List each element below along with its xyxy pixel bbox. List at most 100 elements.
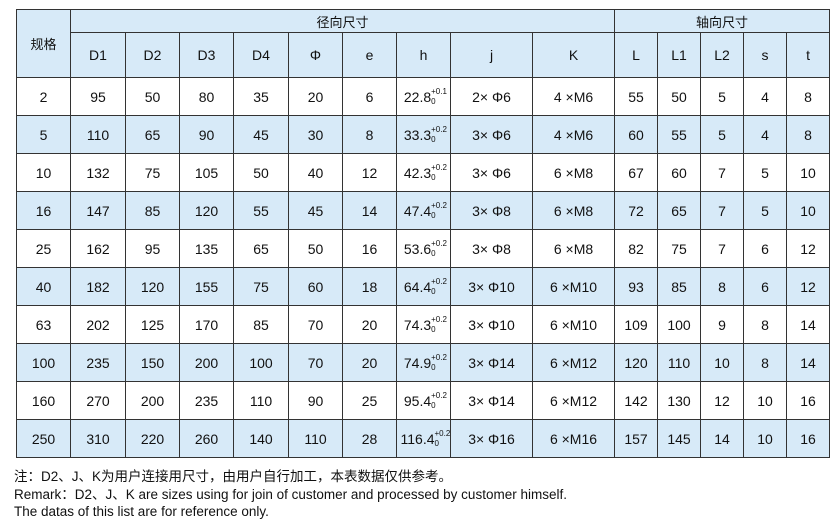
cell: 120	[125, 267, 180, 306]
cell-h: 22.8 +0.1 0	[396, 77, 451, 116]
cell: 12	[785, 229, 831, 268]
h-lower-tolerance: 0	[431, 400, 436, 410]
cell: 10	[785, 191, 831, 230]
cell: 157	[614, 419, 658, 458]
cell-h: 74.3 +0.2 0	[396, 305, 451, 344]
cell: 60	[657, 153, 701, 192]
cell: 100	[657, 305, 701, 344]
h-upper-tolerance: +0.1	[431, 86, 447, 96]
cell: 25	[16, 229, 71, 268]
cell: 5	[16, 115, 71, 154]
cell: 90	[179, 115, 234, 154]
cell: 60	[614, 115, 658, 154]
cell: 3× Φ16	[450, 419, 533, 458]
cell: 3× Φ14	[450, 381, 533, 420]
cell: 162	[70, 229, 126, 268]
cell: 142	[614, 381, 658, 420]
h-lower-tolerance: 0	[431, 248, 436, 258]
cell: 3× Φ10	[450, 267, 533, 306]
cell: 10	[743, 419, 787, 458]
note-reference: The datas of this list are for reference…	[14, 504, 269, 519]
cell: 3× Φ14	[450, 343, 533, 382]
cell: 55	[614, 77, 658, 116]
column-header: K	[532, 32, 615, 78]
cell: 135	[179, 229, 234, 268]
table-row: 16 147 85 120 55 45 14 47.4 +0.2 0 3× Φ8 6 ×M8 72 65 7…	[16, 191, 831, 230]
cell: 12	[700, 381, 744, 420]
column-header: e	[342, 32, 397, 78]
cell: 6 ×M12	[532, 381, 615, 420]
cell: 110	[288, 419, 343, 458]
cell: 130	[657, 381, 701, 420]
cell: 2× Φ6	[450, 77, 533, 116]
cell-h: 116.4 +0.2 0	[396, 419, 451, 458]
cell: 12	[785, 267, 831, 306]
column-header: s	[743, 32, 787, 78]
h-upper-tolerance: +0.2	[431, 390, 447, 400]
table-row: 100 235 150 200 100 70 20 74.9 +0.2 0 3× Φ14 6 ×M12…	[16, 343, 831, 382]
cell: 125	[125, 305, 180, 344]
cell: 3× Φ8	[450, 191, 533, 230]
cell: 6	[342, 77, 397, 116]
spec-header: 规格	[16, 9, 71, 78]
cell: 150	[125, 343, 180, 382]
cell: 50	[233, 153, 289, 192]
cell: 6	[743, 229, 787, 268]
cell: 3× Φ6	[450, 153, 533, 192]
cell: 72	[614, 191, 658, 230]
table-row: 63 202 125 170 85 70 20 74.3 +0.2 0 3× Φ10 6 ×M10 10…	[16, 305, 831, 344]
cell: 4 ×M6	[532, 77, 615, 116]
cell: 20	[342, 343, 397, 382]
h-upper-tolerance: +0.2	[431, 314, 447, 324]
cell: 270	[70, 381, 126, 420]
h-upper-tolerance: +0.2	[431, 238, 447, 248]
cell: 14	[785, 343, 831, 382]
note-remark: Remark：D2、J、K are sizes using for join o…	[14, 486, 567, 502]
table-row: 25 162 95 135 65 50 16 53.6 +0.2 0 3× Φ8 6 ×M8 82 75 7…	[16, 229, 831, 268]
cell: 6	[743, 267, 787, 306]
cell: 75	[233, 267, 289, 306]
cell: 100	[16, 343, 71, 382]
h-lower-tolerance: 0	[431, 134, 436, 144]
h-value: 53.6	[403, 240, 432, 257]
cell: 45	[288, 191, 343, 230]
cell: 65	[233, 229, 289, 268]
cell: 20	[288, 77, 343, 116]
cell: 95	[70, 77, 126, 116]
cell: 5	[700, 77, 744, 116]
cell: 55	[233, 191, 289, 230]
column-header: D4	[233, 32, 289, 78]
h-value: 42.3	[403, 164, 432, 181]
cell: 160	[16, 381, 71, 420]
cell: 4	[743, 77, 787, 116]
cell: 10	[743, 381, 787, 420]
h-upper-tolerance: +0.2	[431, 162, 447, 172]
cell: 16	[785, 381, 831, 420]
cell: 6 ×M10	[532, 267, 615, 306]
cell: 50	[288, 229, 343, 268]
cell: 235	[70, 343, 126, 382]
cell: 8	[785, 77, 831, 116]
h-value: 47.4	[403, 202, 432, 219]
cell: 65	[125, 115, 180, 154]
column-header: h	[396, 32, 451, 78]
cell: 5	[700, 115, 744, 154]
cell: 45	[233, 115, 289, 154]
h-upper-tolerance: +0.2	[431, 124, 447, 134]
cell: 16	[342, 229, 397, 268]
table-row: 250 310 220 260 140 110 28 116.4 +0.2 0 3× Φ16 6 ×M…	[16, 419, 831, 458]
cell: 132	[70, 153, 126, 192]
cell: 170	[179, 305, 234, 344]
h-upper-tolerance: +0.2	[431, 276, 447, 286]
column-header: j	[450, 32, 533, 78]
cell: 3× Φ10	[450, 305, 533, 344]
cell: 145	[657, 419, 701, 458]
cell: 8	[743, 343, 787, 382]
cell-h: 42.3 +0.2 0	[396, 153, 451, 192]
cell: 7	[700, 191, 744, 230]
h-lower-tolerance: 0	[431, 286, 436, 296]
cell: 220	[125, 419, 180, 458]
cell: 4	[743, 115, 787, 154]
cell: 50	[657, 77, 701, 116]
